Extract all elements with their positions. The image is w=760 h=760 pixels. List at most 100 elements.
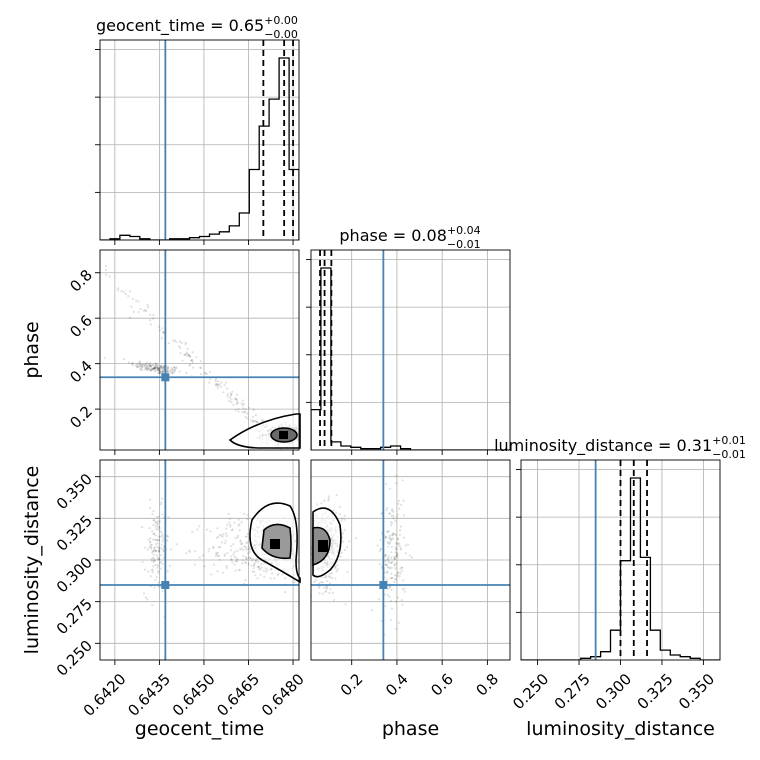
sample-point [389, 567, 392, 570]
sample-point [108, 275, 111, 278]
panel-title: geocent_time = 0.65+0.00−0.00 [96, 14, 298, 41]
sample-point [334, 577, 337, 580]
sample-point [396, 554, 399, 557]
sample-point [332, 598, 336, 602]
sample-point [151, 603, 154, 607]
sample-point [141, 363, 144, 367]
sample-point [223, 542, 226, 545]
sample-point [390, 561, 393, 564]
x-tick-label: 0.8 [473, 670, 503, 700]
sample-point [166, 539, 169, 542]
sample-point [191, 359, 194, 362]
panel-title-text: geocent_time = 0.65+0.00 [96, 14, 298, 36]
sample-point [175, 341, 178, 344]
sample-point [241, 559, 244, 562]
sample-point [334, 565, 337, 568]
sample-point [157, 556, 160, 559]
sample-point [152, 553, 155, 556]
sample-point [390, 572, 393, 575]
sample-point [386, 571, 389, 574]
sample-point [195, 356, 198, 359]
panel-title: phase = 0.08+0.04−0.01 [339, 224, 480, 251]
sample-point [305, 428, 307, 430]
sample-point [387, 587, 390, 590]
sample-point [156, 367, 159, 370]
sample-point [245, 557, 248, 560]
sample-point [150, 364, 153, 368]
sample-point [344, 504, 346, 506]
sample-point [393, 557, 396, 560]
sample-point [157, 535, 160, 538]
sample-point [134, 364, 138, 367]
sample-point [395, 555, 399, 559]
sample-point [322, 427, 324, 429]
x-tick-label: 0.2 [337, 670, 367, 700]
sample-point [152, 313, 155, 317]
sample-point [388, 595, 391, 599]
sample-point [395, 554, 398, 557]
sample-point [185, 354, 189, 357]
sample-point [186, 347, 189, 350]
sample-point [156, 369, 159, 372]
sample-point [214, 554, 217, 557]
sample-point [393, 557, 396, 561]
sample-point [384, 553, 387, 557]
sample-point [303, 426, 305, 428]
sample-point [144, 596, 147, 599]
sample-point [152, 519, 156, 522]
sample-point [154, 559, 157, 562]
sample-point [178, 370, 181, 373]
sample-point [408, 554, 411, 557]
sample-point [162, 549, 165, 552]
sample-point [152, 367, 155, 370]
sample-point [327, 499, 330, 502]
sample-point [158, 369, 162, 372]
sample-point [147, 306, 150, 309]
sample-point [212, 546, 215, 549]
sample-point [301, 468, 303, 470]
sample-point [187, 354, 190, 357]
sample-point [307, 434, 309, 436]
sample-point [166, 535, 170, 538]
sample-point [301, 440, 303, 442]
sample-point [162, 364, 165, 367]
sample-point [393, 580, 396, 584]
sample-cloud [103, 356, 193, 378]
sample-point [340, 520, 343, 523]
sample-point [156, 566, 159, 569]
sample-point [390, 561, 393, 564]
sample-point [305, 429, 307, 431]
sample-point [188, 355, 191, 358]
sample-point [191, 351, 194, 354]
sample-point [339, 555, 342, 558]
sample-point [173, 339, 176, 342]
sample-point [252, 567, 255, 570]
sample-point [155, 367, 158, 370]
sample-point [152, 557, 155, 560]
sample-point [316, 481, 318, 483]
sample-point [237, 518, 240, 521]
sample-point [138, 361, 141, 364]
sample-point [390, 607, 394, 610]
sample-point [346, 571, 349, 574]
sample-point [393, 555, 396, 558]
sample-point [342, 540, 345, 543]
sample-point [140, 367, 143, 370]
sample-point [387, 593, 390, 597]
sample-point [252, 408, 255, 411]
panel-title-text: luminosity_distance = 0.31+0.01 [494, 434, 746, 456]
y-axis-label: phase [21, 321, 43, 378]
sample-point [255, 420, 258, 423]
sample-point [149, 498, 152, 501]
sample-point [235, 403, 238, 406]
sample-point [240, 547, 243, 550]
sample-point [386, 570, 389, 573]
sample-point [158, 367, 161, 370]
sample-point [225, 523, 229, 526]
x-tick-label: 0.300 [592, 670, 635, 713]
sample-point [319, 438, 321, 440]
sample-point [157, 371, 160, 374]
sample-point [158, 527, 161, 530]
sample-point [191, 530, 194, 534]
sample-point [207, 550, 210, 553]
